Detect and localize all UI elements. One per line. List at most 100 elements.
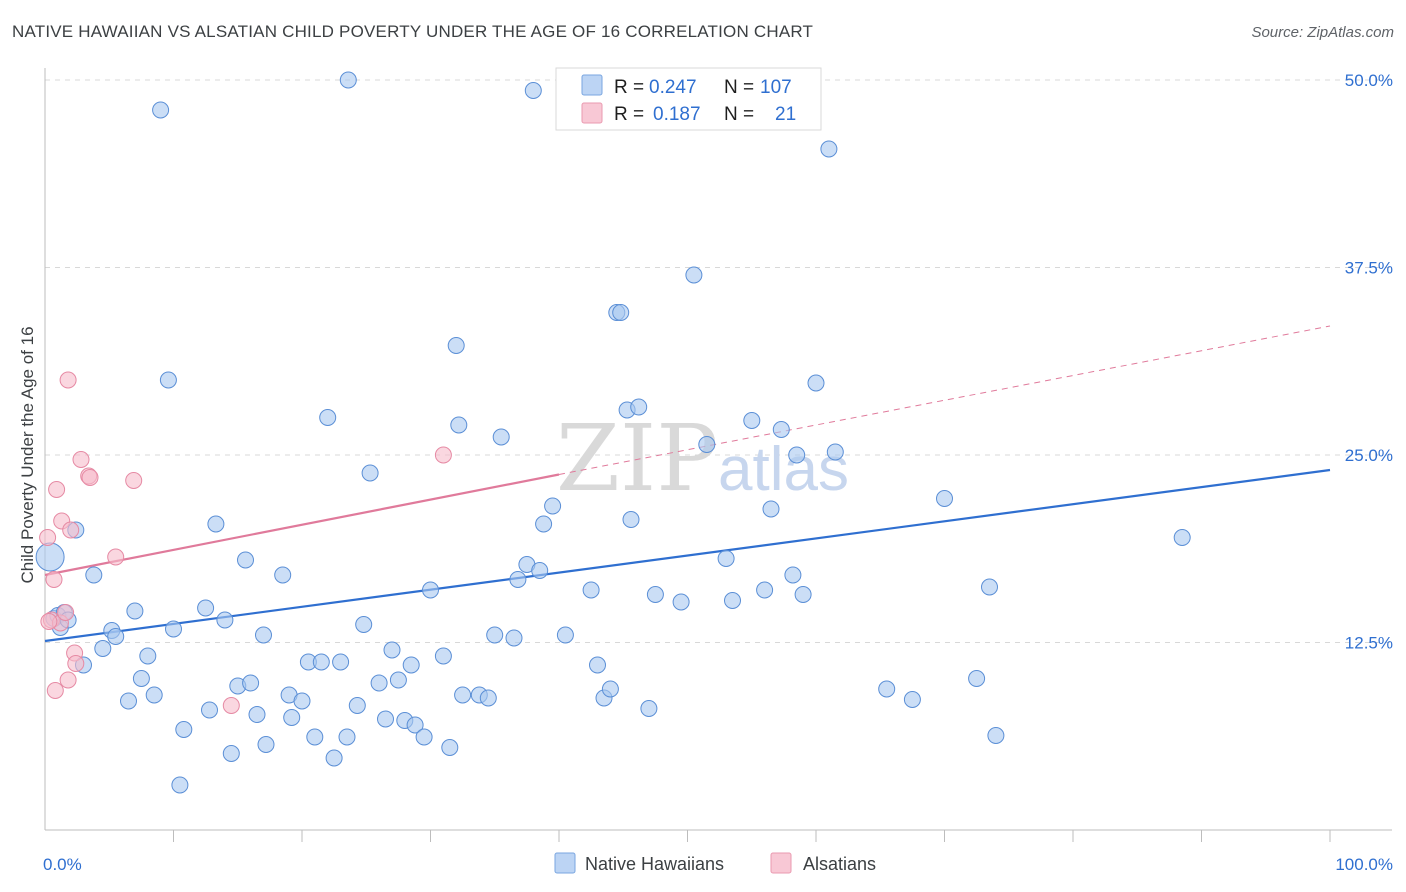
legend: R = 0.247 N = 107 R = 0.187 N = 21 — [555, 67, 822, 131]
alsatian-point — [81, 469, 99, 486]
bottom-legend-swatch-native-hawaiians — [554, 852, 576, 874]
legend-r-label-1: R = — [614, 77, 644, 98]
alsatian-point — [40, 613, 58, 630]
native-hawaiian-point — [383, 641, 401, 659]
native-hawaiian-point — [640, 700, 658, 717]
alsatian-point — [39, 529, 57, 546]
native-hawaiian-point — [582, 581, 600, 599]
native-hawaiian-point — [509, 571, 527, 588]
native-hawaiian-point — [762, 500, 780, 518]
native-hawaiian-point — [152, 101, 170, 119]
native-hawaiian-point — [903, 691, 921, 708]
native-hawaiian-point — [646, 586, 664, 603]
native-hawaiian-point — [1173, 529, 1191, 546]
native-hawaiian-point — [454, 686, 472, 704]
alsatian-point — [57, 604, 75, 621]
native-hawaiian-point — [338, 728, 356, 746]
native-hawaiian-point — [389, 671, 407, 689]
native-hawaiian-point — [312, 653, 330, 671]
native-hawaiian-point — [319, 409, 337, 426]
native-hawaiian-point — [698, 436, 716, 453]
y-tick-label: 50.0% — [1345, 71, 1393, 90]
watermark-atlas: atlas — [718, 435, 849, 504]
native-hawaiian-point — [936, 490, 953, 507]
bottom-legend-swatch-alsatians — [770, 852, 792, 874]
bottom-legend-label-native-hawaiians: Native Hawaiians — [585, 854, 724, 874]
bottom-legend: Native Hawaiians Alsatians — [554, 852, 876, 874]
alsatian-point — [45, 571, 63, 588]
x-tick-label-min: 0.0% — [43, 855, 82, 874]
data-points — [35, 71, 1191, 794]
legend-swatch-native-hawaiians — [581, 74, 603, 96]
native-hawaiian-point — [556, 626, 574, 644]
native-hawaiian-point — [165, 620, 182, 638]
native-hawaiian-point — [361, 464, 379, 482]
native-hawaiian-point — [377, 710, 394, 728]
native-hawaiian-point — [535, 515, 553, 533]
source-label: Source: ZipAtlas.com — [1251, 24, 1394, 41]
native-hawaiian-point — [201, 701, 218, 719]
y-tick-label: 12.5% — [1345, 634, 1393, 653]
native-hawaiian-point — [242, 674, 260, 692]
native-hawaiian-point — [492, 428, 510, 446]
native-hawaiian-point — [132, 670, 150, 687]
native-hawaiian-point — [685, 266, 703, 284]
alsatian-point — [125, 472, 143, 489]
native-hawaiian-point — [968, 670, 986, 687]
native-hawaiian-point — [717, 550, 735, 567]
native-hawaiian-point — [126, 602, 144, 620]
alsatian-point — [67, 655, 85, 672]
y-tick-label: 25.0% — [1345, 446, 1393, 465]
native-hawaiian-point — [255, 626, 272, 644]
watermark: ZIP atlas — [556, 405, 849, 512]
native-hawaiian-point — [370, 674, 388, 692]
native-hawaiian-point — [355, 616, 373, 633]
native-hawaiian-point — [878, 680, 896, 698]
native-hawaiian-point — [544, 497, 562, 515]
x-tick-labels: 0.0% 100.0% — [43, 855, 1393, 874]
native-hawaiian-point — [612, 304, 630, 321]
native-hawaiian-point — [434, 647, 452, 665]
native-hawaiian-point — [422, 581, 439, 599]
y-tick-labels: 12.5% 25.0% 37.5% 50.0% — [1345, 71, 1393, 653]
native-hawaiian-point — [788, 446, 806, 464]
native-hawaiian-point — [107, 628, 125, 645]
native-hawaiian-point — [479, 689, 497, 707]
legend-n-label-2: N = — [724, 104, 754, 125]
native-hawaiian-point — [756, 581, 774, 599]
native-hawaiian-point — [175, 721, 193, 738]
native-hawaiian-point — [216, 611, 234, 629]
legend-n-value-2: 21 — [775, 104, 796, 125]
native-hawaiian-point — [237, 551, 254, 569]
native-hawaiian-point — [207, 515, 225, 533]
legend-r-value-2: 0.187 — [653, 104, 701, 125]
native-hawaiian-point — [826, 443, 844, 461]
watermark-zip: ZIP — [556, 405, 718, 512]
native-hawaiian-point — [589, 656, 606, 674]
alsatian-point — [72, 451, 90, 468]
native-hawaiian-point — [447, 337, 465, 354]
native-hawaiians-trend-line — [44, 468, 1331, 643]
trend-lines — [44, 325, 1331, 643]
chart-title: NATIVE HAWAIIAN VS ALSATIAN CHILD POVERT… — [12, 22, 814, 41]
native-hawaiian-point — [248, 706, 266, 723]
alsatian-point — [59, 671, 77, 689]
native-hawaiian-point — [672, 593, 690, 611]
bottom-legend-label-alsatians: Alsatians — [803, 854, 876, 874]
alsatian-point — [59, 371, 77, 389]
alsatians-trend-extension — [558, 325, 1331, 475]
native-hawaiian-point — [743, 412, 761, 429]
native-hawaiian-point — [981, 578, 998, 596]
native-hawaiian-point — [257, 736, 275, 753]
native-hawaiian-point — [339, 71, 357, 89]
native-hawaiian-point — [120, 692, 137, 710]
native-hawaiian-point — [820, 140, 838, 158]
native-hawaiian-point — [415, 728, 433, 746]
native-hawaiian-point — [987, 727, 1005, 744]
alsatian-point — [107, 548, 125, 566]
native-hawaiian-point — [159, 371, 177, 389]
native-hawaiian-point — [724, 592, 741, 609]
native-hawaiian-point — [622, 511, 640, 528]
alsatian-point — [434, 446, 452, 464]
